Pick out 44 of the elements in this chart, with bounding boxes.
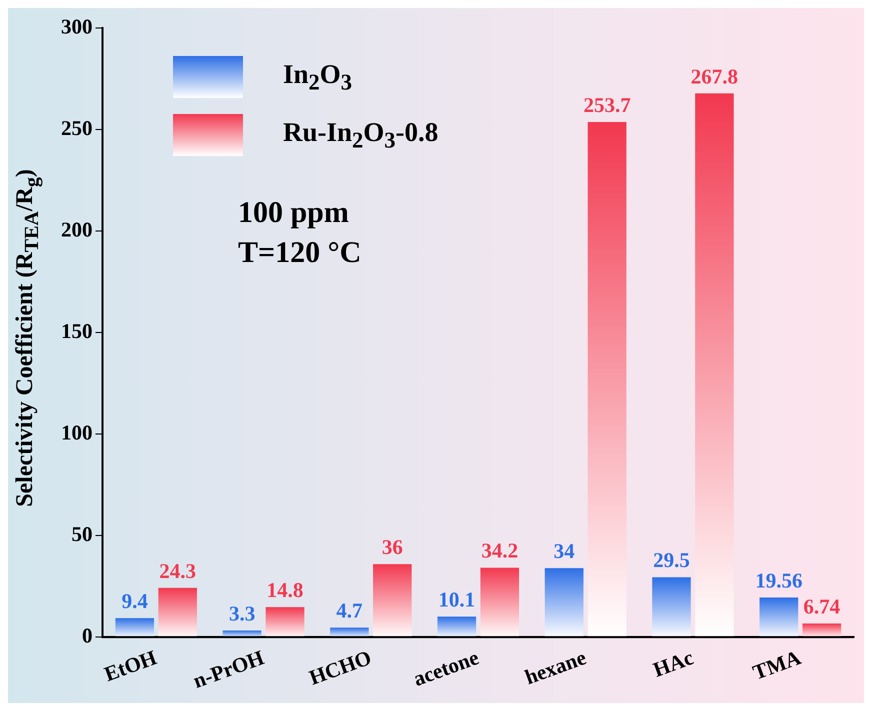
data-label: 253.7: [583, 92, 631, 117]
annotation: T=120 °C: [238, 235, 362, 271]
y-tick-label: 100: [61, 420, 92, 445]
data-label: 36: [382, 535, 403, 560]
y-tick-label: 300: [61, 14, 92, 38]
data-label: 6.74: [803, 594, 841, 618]
x-tick-label: hexane: [522, 645, 590, 690]
bar: [158, 588, 197, 637]
data-label: 3.3: [228, 601, 256, 626]
data-label: 19.56: [755, 568, 802, 592]
bar: [760, 597, 798, 637]
bar: [652, 577, 691, 637]
bar: [437, 616, 476, 637]
data-label: 10.1: [438, 588, 476, 612]
y-tick-label: 200: [61, 217, 92, 242]
bar: [115, 618, 154, 637]
bar: [802, 624, 842, 637]
data-label: 34.2: [481, 538, 518, 563]
bar: [588, 122, 626, 637]
bar: [373, 564, 412, 637]
data-label: 34: [554, 539, 576, 564]
bar: [544, 568, 584, 637]
data-label: 24.3: [159, 558, 196, 583]
x-tick-label: TMA: [750, 645, 804, 685]
y-tick-label: 250: [61, 116, 92, 140]
bar: [266, 607, 304, 637]
annotation: 100 ppm: [238, 195, 350, 231]
data-label: 14.8: [266, 578, 304, 602]
bar: [330, 628, 369, 637]
y-tick-label: 150: [61, 319, 92, 344]
x-tick-label: EtOH: [101, 645, 160, 686]
y-tick-label: 0: [82, 624, 92, 648]
data-label: 267.8: [690, 64, 738, 88]
x-tick-label: HAc: [650, 645, 697, 682]
bar: [480, 568, 520, 637]
legend-label: Ru-In$_{2}$O$_{3}$-0.8: [283, 116, 438, 154]
data-label: 4.7: [336, 598, 363, 623]
legend-label: In$_{2}$O$_{3}$: [283, 58, 352, 96]
y-tick-label: 50: [72, 522, 92, 546]
bar: [695, 93, 734, 637]
data-label: 9.4: [122, 589, 148, 614]
data-label: 29.5: [653, 548, 690, 572]
x-tick-label: acetone: [410, 645, 482, 691]
x-tick-label: HCHO: [306, 645, 374, 690]
